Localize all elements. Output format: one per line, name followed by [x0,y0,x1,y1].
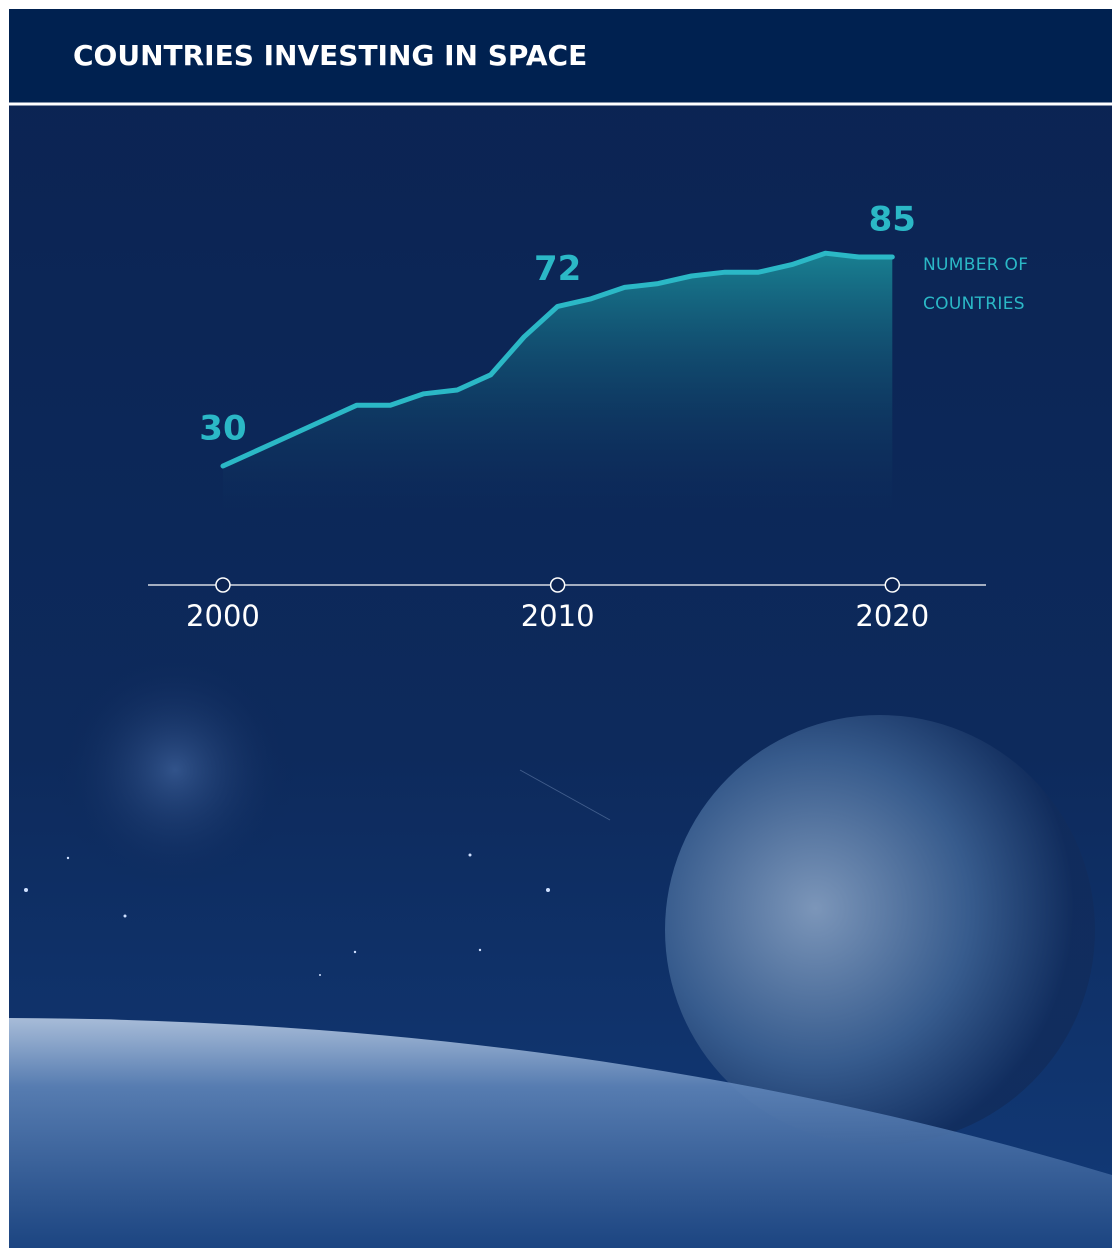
area [222,253,893,542]
header [9,9,1112,104]
x-tick-label: 2020 [855,599,929,633]
planet [665,715,1095,1145]
earth [9,1018,1112,1248]
value-label: 85 [869,200,916,240]
chart-title: COUNTRIES INVESTING IN SPACE [73,39,587,72]
value-label: 30 [199,409,246,449]
y-axis-label: NUMBER OF COUNTRIES [923,255,1029,314]
x-tick-label: 2010 [521,599,595,633]
value-label: 72 [534,249,581,289]
line [220,250,895,469]
shooting-star [519,769,611,821]
glow [55,650,295,890]
x-tick-mark [215,577,231,593]
stars [24,853,550,976]
x-tick-mark [884,577,901,593]
x-tick-mark [549,577,566,593]
x-tick-label: 2000 [186,599,260,633]
